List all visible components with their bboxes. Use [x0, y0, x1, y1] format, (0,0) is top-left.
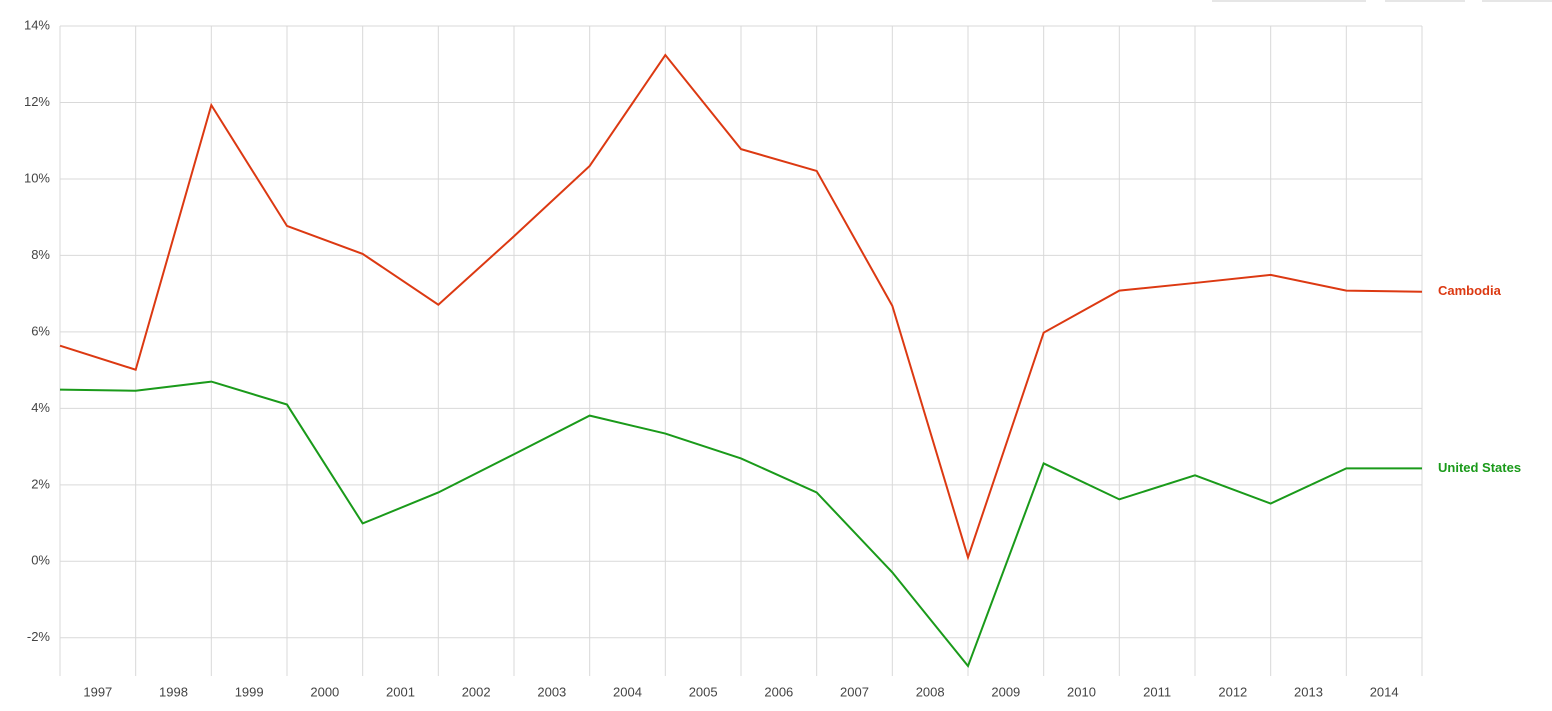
x-tick-label: 2002: [462, 684, 491, 699]
series-label: United States: [1438, 460, 1521, 475]
y-tick-label: 0%: [31, 553, 50, 568]
x-tick-label: 2010: [1067, 684, 1096, 699]
x-tick-label: 2003: [537, 684, 566, 699]
x-tick-label: 2005: [689, 684, 718, 699]
x-tick-label: 2007: [840, 684, 869, 699]
x-tick-label: 2004: [613, 684, 642, 699]
series-line: [59, 53, 1423, 561]
y-tick-label: 12%: [24, 94, 50, 109]
x-tick-label: 2000: [310, 684, 339, 699]
y-tick-label: 10%: [24, 170, 50, 185]
x-tick-label: 2011: [1143, 684, 1171, 699]
x-tick-label: 2008: [916, 684, 945, 699]
x-tick-label: 2006: [764, 684, 793, 699]
y-tick-label: 6%: [31, 323, 50, 338]
series-label: Cambodia: [1438, 283, 1502, 298]
x-tick-label: 1999: [235, 684, 264, 699]
y-tick-label: 2%: [31, 476, 50, 491]
y-tick-label: 8%: [31, 247, 50, 262]
x-tick-label: 2013: [1294, 684, 1323, 699]
x-tick-label: 2014: [1370, 684, 1399, 699]
toolbar-button[interactable]: [1482, 0, 1552, 2]
x-tick-label: 2012: [1218, 684, 1247, 699]
y-tick-label: 4%: [31, 400, 50, 415]
toolbar-button[interactable]: [1212, 0, 1366, 2]
x-tick-label: 2009: [991, 684, 1020, 699]
x-tick-label: 1997: [83, 684, 112, 699]
toolbar-button[interactable]: [1385, 0, 1465, 2]
y-tick-label: 14%: [24, 17, 50, 32]
x-tick-label: 1998: [159, 684, 188, 699]
series-line: [59, 380, 1422, 669]
x-tick-label: 2001: [386, 684, 415, 699]
y-tick-label: -2%: [27, 629, 51, 644]
